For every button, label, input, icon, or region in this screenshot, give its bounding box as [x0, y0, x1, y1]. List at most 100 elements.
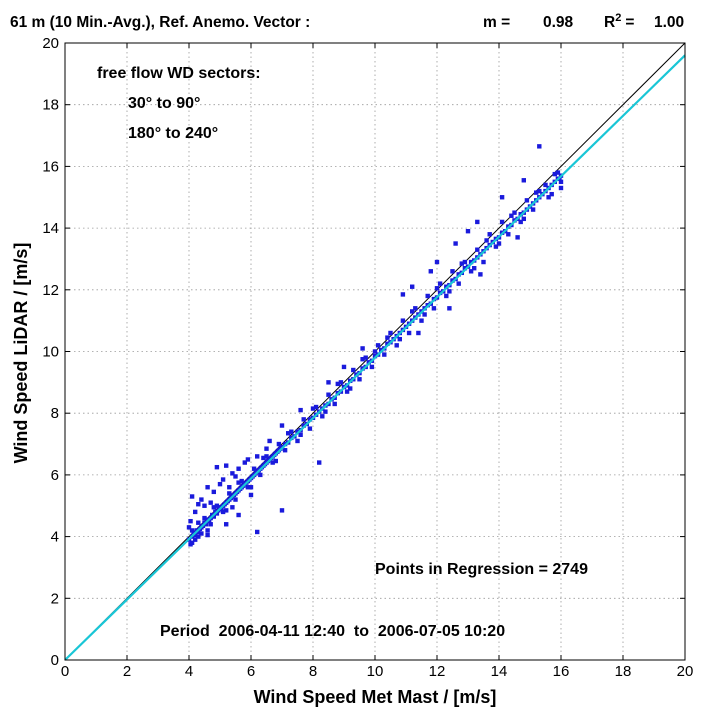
data-point [270, 460, 275, 465]
data-point [224, 522, 229, 527]
x-tick-label: 0 [61, 663, 69, 680]
data-point [515, 235, 520, 240]
data-point [279, 423, 285, 428]
data-point [193, 509, 198, 515]
data-point [558, 179, 564, 185]
data-point [400, 292, 406, 297]
data-point [360, 346, 365, 351]
data-point [348, 386, 353, 391]
sectors-heading: free flow WD sectors: [97, 65, 261, 82]
data-point [444, 293, 449, 299]
data-point [214, 464, 220, 470]
data-point [211, 489, 216, 495]
data-point [509, 213, 514, 218]
y-tick-label: 20 [42, 35, 59, 52]
data-point [196, 502, 201, 507]
regression-line-group [64, 54, 686, 661]
data-point [289, 429, 294, 434]
data-point [388, 330, 393, 336]
data-point [317, 460, 322, 465]
data-point [360, 357, 365, 362]
y-axis-label: Wind Speed LiDAR / [m/s] [11, 243, 31, 464]
data-point [537, 144, 542, 149]
data-point [332, 401, 337, 407]
x-axis-ticks: 0 2 4 6 8 10 12 14 16 18 20 [61, 43, 693, 680]
data-point [298, 407, 303, 413]
sector-2: 180° to 240° [128, 125, 218, 142]
period-label: Period 2006-04-11 12:40 to 2006-07-05 10… [160, 623, 505, 640]
data-point [258, 472, 263, 478]
data-point [203, 522, 209, 527]
data-point [425, 293, 430, 299]
data-point [310, 406, 316, 411]
x-axis-label: Wind Speed Met Mast / [m/s] [254, 687, 497, 707]
data-point [534, 190, 539, 195]
data-point [558, 185, 564, 191]
data-point [385, 335, 390, 340]
data-point [220, 509, 226, 515]
data-point [202, 515, 207, 521]
data-point [245, 457, 251, 462]
data-point [459, 261, 464, 266]
y-tick-label: 2 [51, 590, 59, 607]
data-point [196, 520, 201, 525]
data-point [472, 266, 477, 271]
x-tick-label: 6 [247, 663, 255, 680]
data-point [276, 441, 282, 447]
data-point [227, 485, 232, 490]
data-point [307, 417, 313, 422]
y-tick-label: 0 [51, 652, 59, 669]
data-point [189, 540, 195, 545]
data-point [193, 532, 198, 538]
data-point [372, 353, 378, 359]
data-point [233, 497, 238, 502]
data-point [264, 454, 269, 459]
data-point [261, 455, 266, 461]
data-point [493, 244, 499, 249]
data-point [447, 306, 452, 311]
sector-1: 30° to 90° [128, 95, 200, 112]
data-point [357, 377, 362, 382]
data-point [307, 426, 313, 431]
data-point [400, 318, 406, 323]
y-tick-label: 6 [51, 467, 59, 484]
data-point [188, 518, 193, 524]
data-point [434, 286, 440, 291]
data-point [251, 466, 257, 471]
data-point [450, 278, 455, 283]
data-point [196, 529, 201, 535]
data-point [394, 343, 399, 348]
data-point [220, 477, 226, 482]
data-point [205, 485, 210, 490]
data-point [211, 514, 216, 519]
data-point [335, 381, 340, 387]
data-point [484, 238, 489, 243]
x-tick-label: 16 [553, 663, 570, 680]
data-point [248, 492, 254, 498]
x-tick-label: 18 [615, 663, 632, 680]
r2-value: 1.00 [654, 14, 684, 31]
data-point [506, 232, 511, 237]
data-point [410, 309, 415, 314]
data-point [496, 241, 502, 246]
data-point [549, 191, 554, 197]
data-point [248, 485, 254, 490]
data-point [518, 219, 523, 225]
data-point [437, 281, 443, 286]
data-point [363, 355, 368, 360]
data-point [499, 219, 505, 225]
chart-title: 61 m (10 Min.-Avg.), Ref. Anemo. Vector … [10, 14, 310, 31]
data-point [301, 417, 306, 422]
data-point [450, 269, 455, 274]
data-point [326, 380, 331, 385]
data-point [206, 518, 212, 524]
data-point [419, 318, 424, 323]
data-point [236, 466, 241, 471]
x-tick-label: 12 [429, 663, 446, 680]
data-point [193, 537, 198, 542]
data-point [286, 431, 291, 436]
data-point [214, 503, 220, 508]
y-tick-label: 12 [42, 282, 59, 299]
data-point [410, 284, 415, 289]
